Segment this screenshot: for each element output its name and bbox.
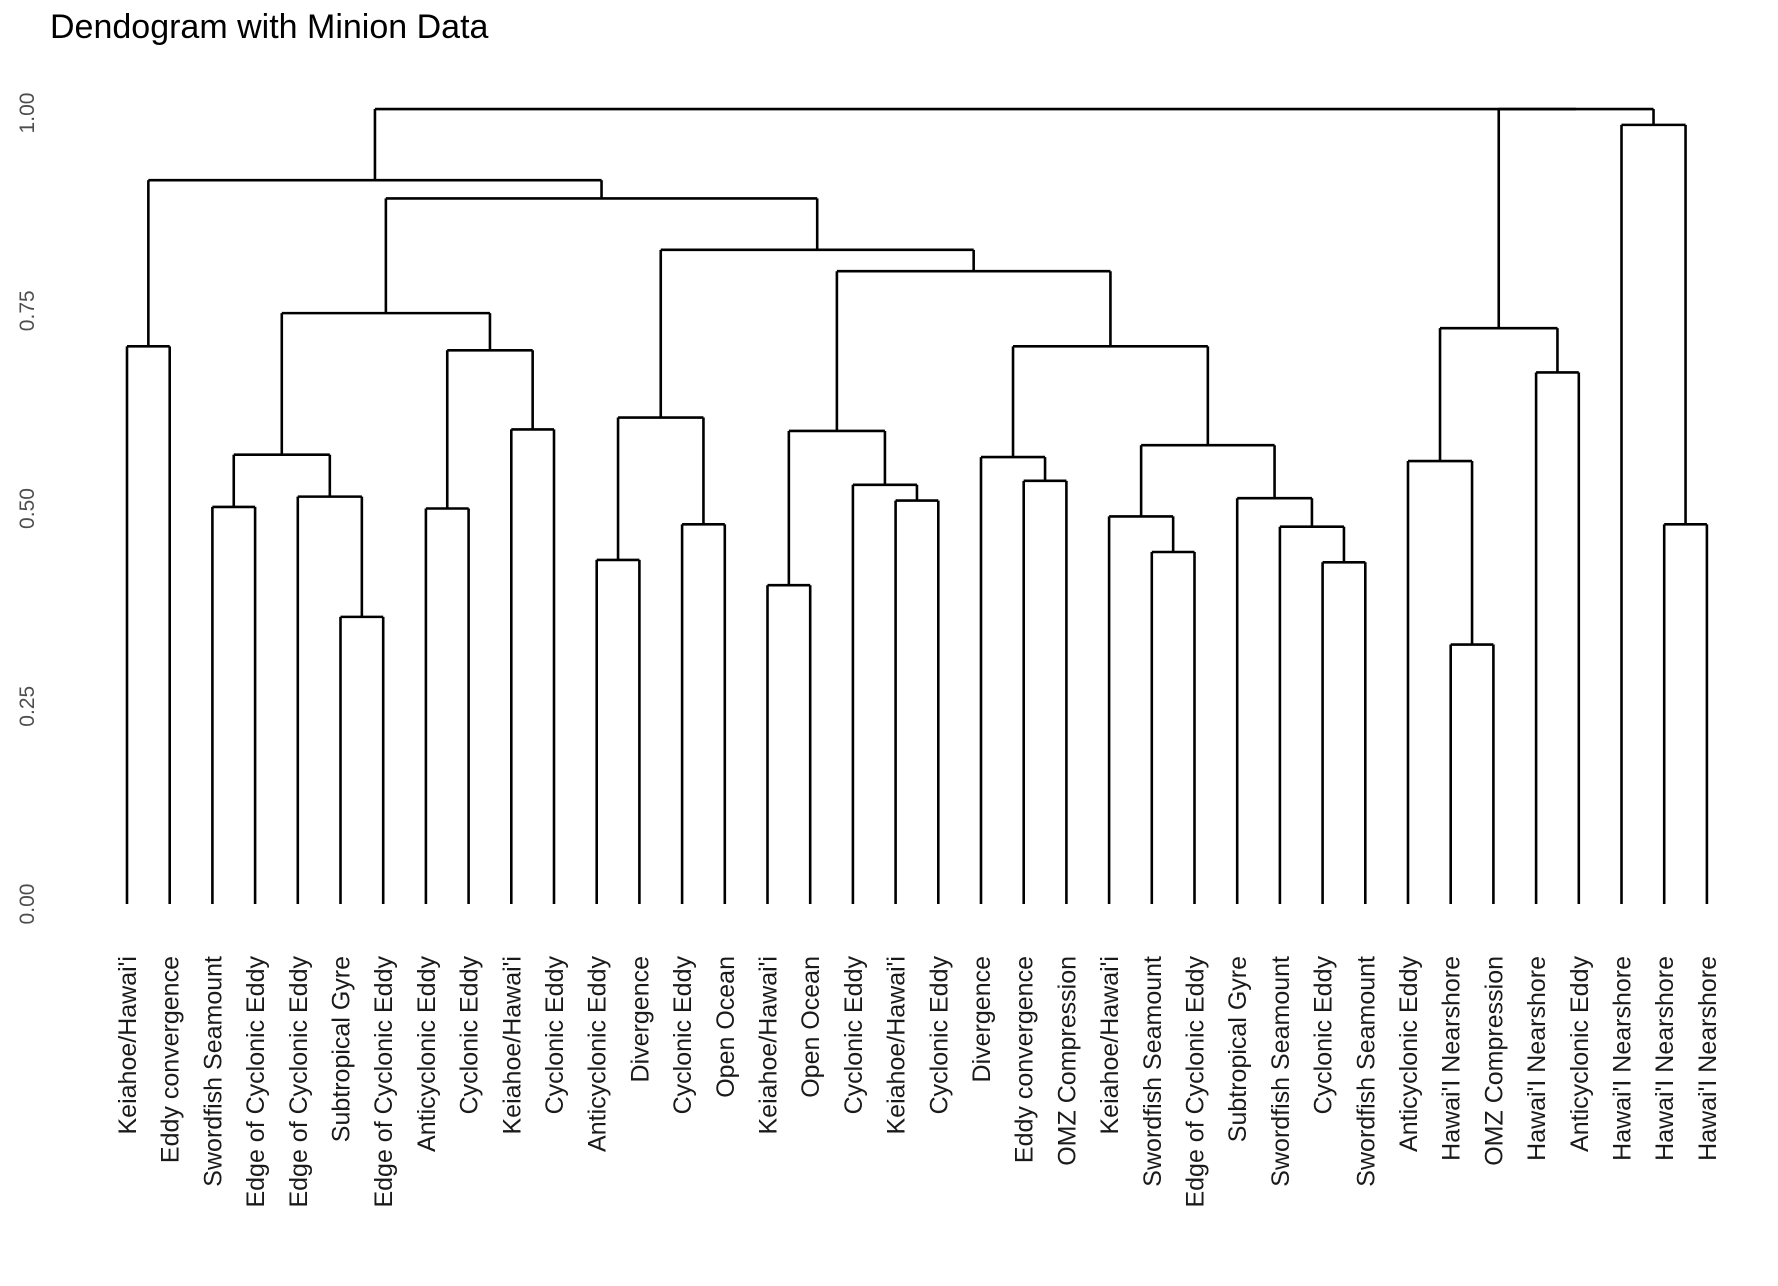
leaf-label: Anticyclonic Eddy: [1566, 956, 1594, 1152]
leaf-label: Keiahoe/Hawai'i: [1096, 956, 1124, 1135]
leaf-label: Hawai'I Nearshore: [1694, 956, 1722, 1161]
leaf-label: Anticyclonic Eddy: [1395, 956, 1423, 1152]
y-tick-label: 0.00: [16, 884, 39, 925]
chart-title: Dendogram with Minion Data: [50, 8, 489, 46]
leaf-label: Edge of Cyclonic Eddy: [1182, 956, 1210, 1208]
y-axis: 0.00 0.25 0.50 0.75 1.00: [16, 93, 39, 925]
leaf-label: OMZ Compression: [1480, 956, 1508, 1166]
y-tick-label: 1.00: [16, 93, 39, 134]
leaf-label: Edge of Cyclonic Eddy: [285, 956, 313, 1208]
leaf-label: Swordfish Seamount: [199, 956, 227, 1187]
leaf-label: Subtropical Gyre: [328, 956, 356, 1142]
leaf-label: Subtropical Gyre: [1224, 956, 1252, 1142]
leaf-label: Divergence: [626, 956, 654, 1082]
leaf-label: Swordfish Seamount: [1352, 956, 1380, 1187]
leaf-label: Eddy convergence: [1011, 956, 1039, 1163]
leaf-label: Hawai'I Nearshore: [1523, 956, 1551, 1161]
y-tick-label: 0.75: [16, 290, 39, 331]
leaf-label: Edge of Cyclonic Eddy: [370, 956, 398, 1208]
leaf-label: Cyclonic Eddy: [456, 956, 484, 1115]
leaf-label: Hawai'I Nearshore: [1651, 956, 1679, 1161]
leaf-label: Anticyclonic Eddy: [584, 956, 612, 1152]
leaf-label: Open Ocean: [797, 956, 825, 1098]
leaf-label: Hawai'I Nearshore: [1438, 956, 1466, 1161]
leaf-label: Swordfish Seamount: [1139, 956, 1167, 1187]
leaf-label: Keiahoe/Hawai'i: [114, 956, 142, 1135]
leaf-label: Swordfish Seamount: [1267, 956, 1295, 1187]
leaf-label: Cyclonic Eddy: [669, 956, 697, 1115]
y-tick-label: 0.25: [16, 686, 39, 727]
leaf-label: Keiahoe/Hawai'i: [755, 956, 783, 1135]
leaf-label: Anticyclonic Eddy: [413, 956, 441, 1152]
leaf-label: Eddy convergence: [157, 956, 185, 1163]
leaf-label: Cyclonic Eddy: [541, 956, 569, 1115]
leaf-label: OMZ Compression: [1053, 956, 1081, 1166]
leaf-label: Cyclonic Eddy: [1310, 956, 1338, 1115]
leaf-label: Hawai'I Nearshore: [1609, 956, 1637, 1161]
leaf-label: Keiahoe/Hawai'i: [498, 956, 526, 1135]
leaf-label: Cyclonic Eddy: [840, 956, 868, 1115]
leaf-label: Edge of Cyclonic Eddy: [242, 956, 270, 1208]
dendrogram-branches: [125, 107, 1709, 904]
leaf-label: Cyclonic Eddy: [925, 956, 953, 1115]
leaf-label: Divergence: [968, 956, 996, 1082]
leaf-label: Open Ocean: [712, 956, 740, 1098]
y-tick-label: 0.50: [16, 488, 39, 529]
leaf-labels: Keiahoe/Hawai'i Eddy convergence Swordfish…: [114, 956, 1722, 1208]
leaf-label: Keiahoe/Hawai'i: [883, 956, 911, 1135]
